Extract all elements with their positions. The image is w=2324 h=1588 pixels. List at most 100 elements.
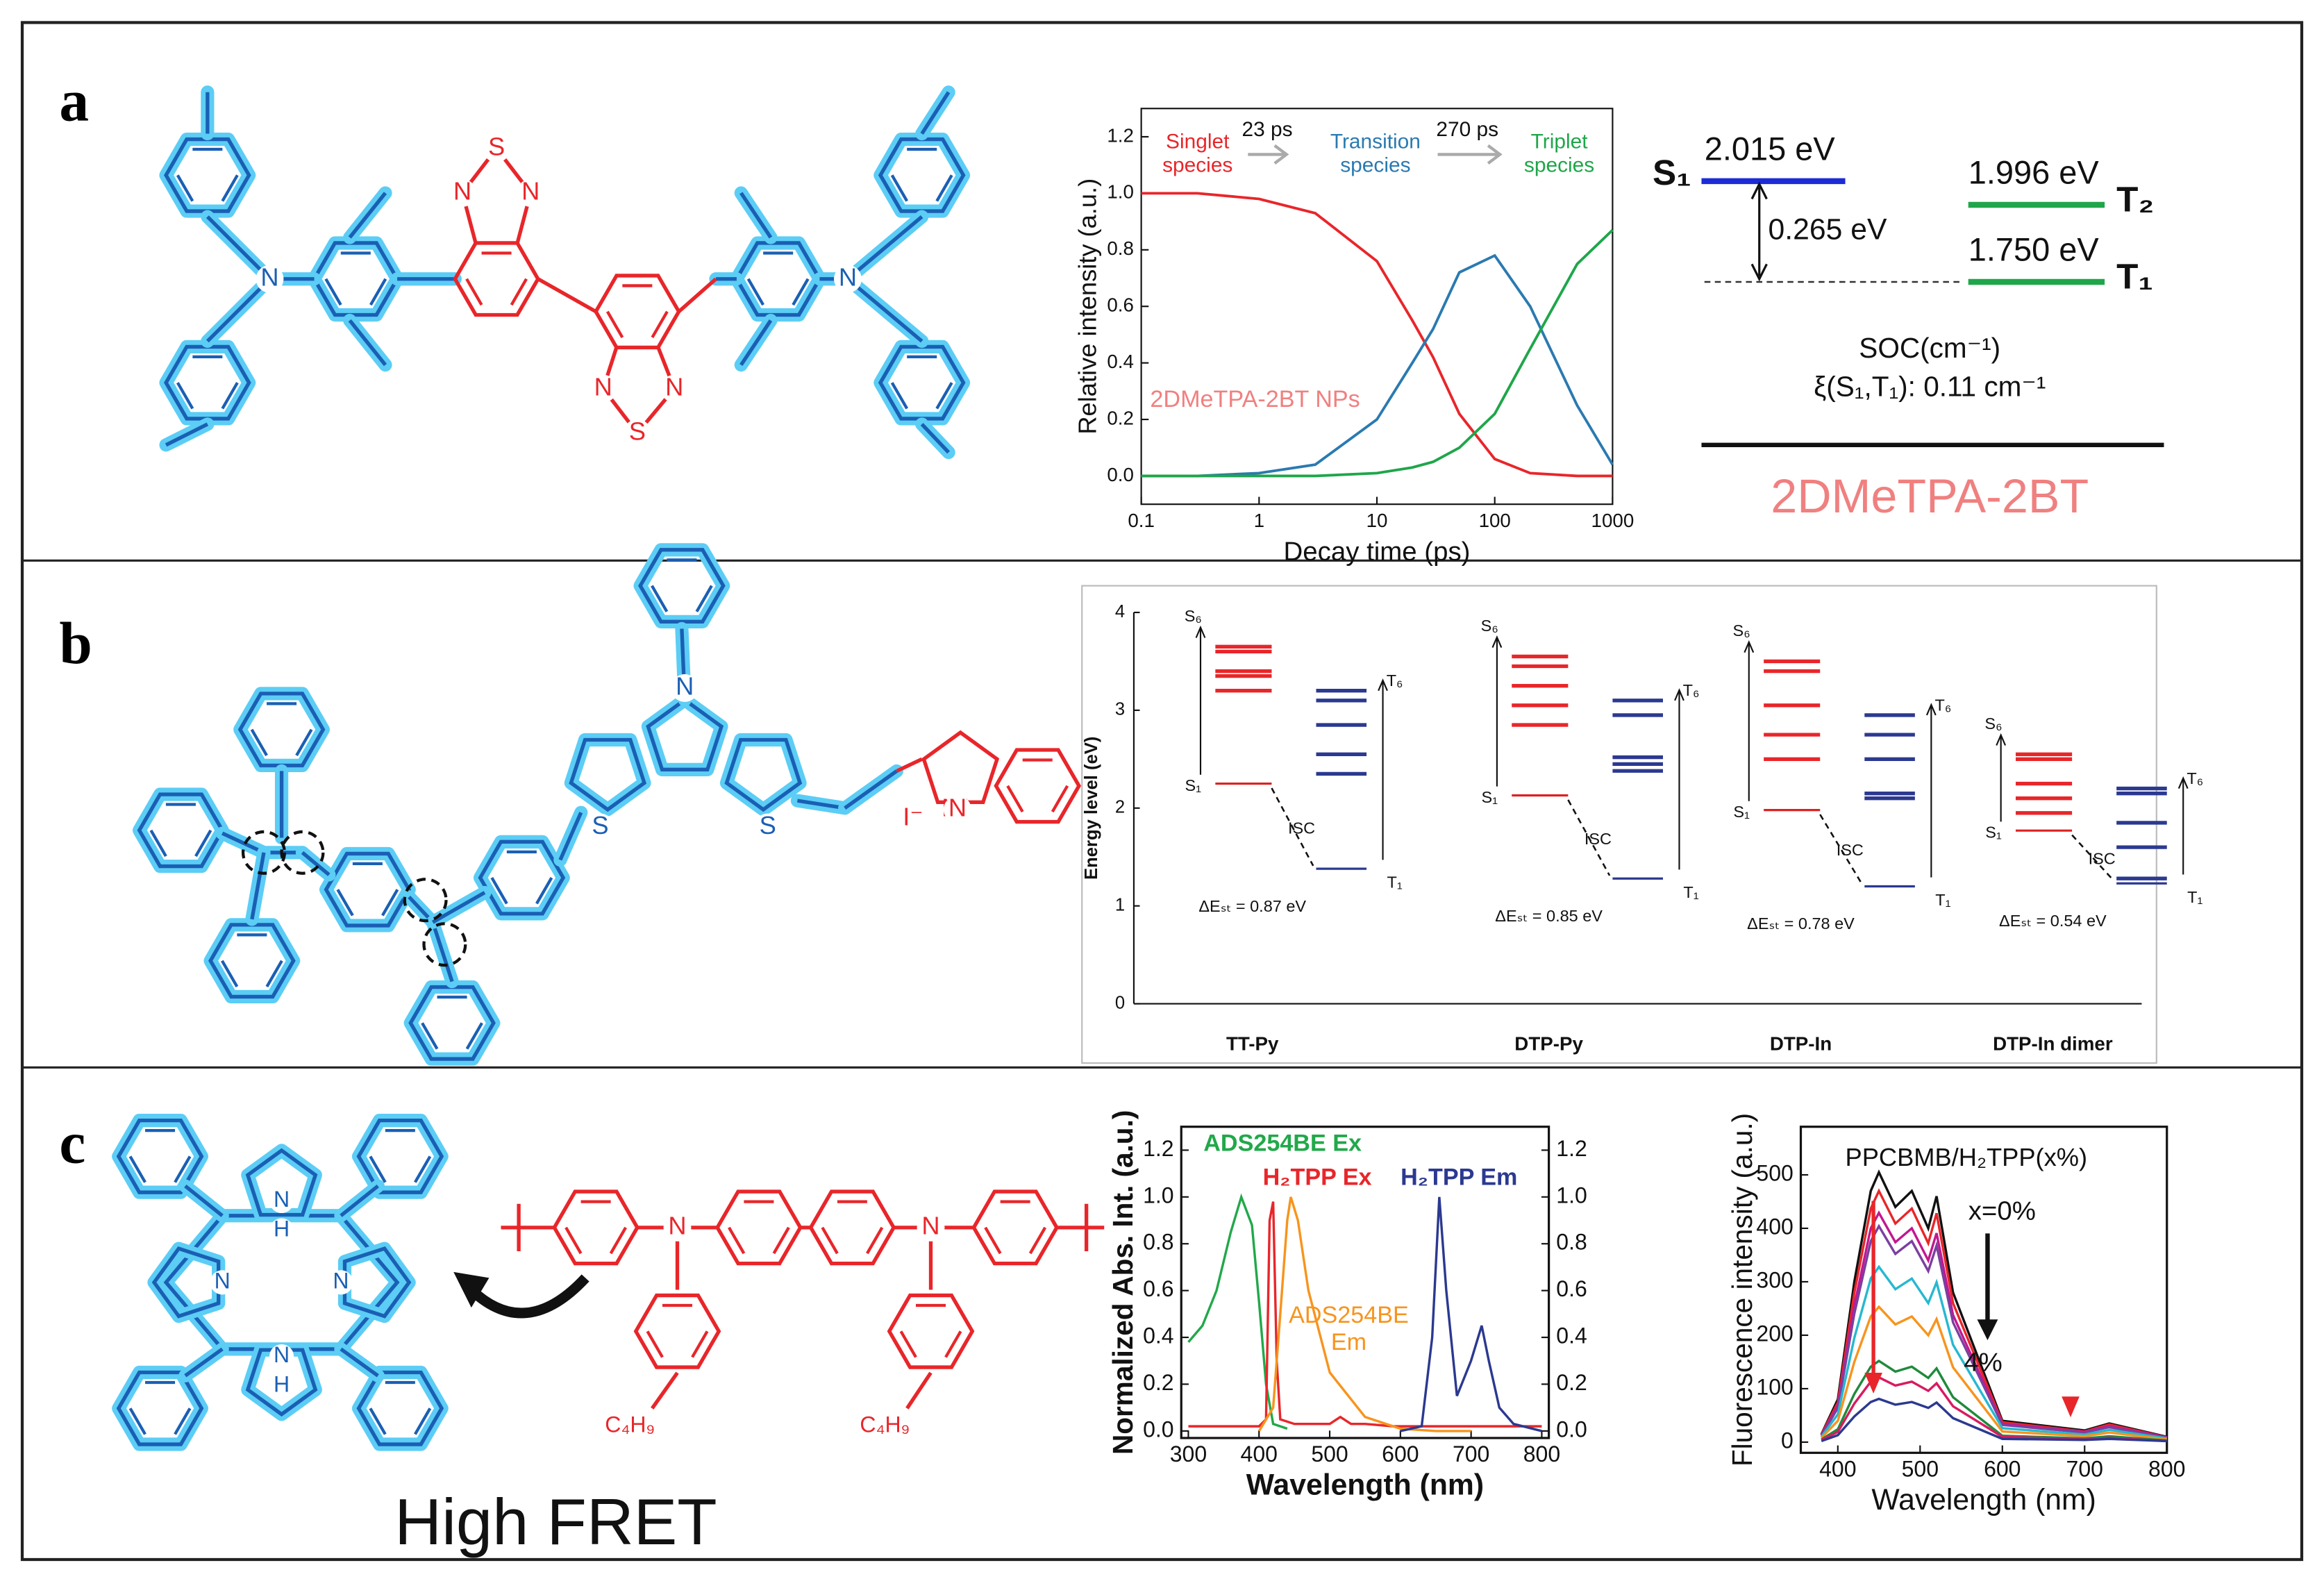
series-label: ADS254BE Ex	[1203, 1130, 1362, 1156]
gap-label: ΔEₛₜ = 0.78 eV	[1747, 914, 1855, 933]
double-bond	[510, 278, 528, 306]
atom-label: N	[594, 372, 612, 401]
state-label: S₆	[1733, 621, 1750, 640]
series-line	[1820, 1305, 2167, 1441]
atom-label: C₄H₉	[860, 1412, 910, 1437]
energy-label: 2.015 eV	[1705, 131, 1836, 167]
ring	[245, 1148, 318, 1217]
x-tick-label: 700	[2066, 1456, 2103, 1481]
state-label: T₁	[1387, 874, 1402, 892]
double-bond	[609, 1226, 627, 1255]
series-label: Transition species	[1330, 130, 1421, 176]
y2-tick-label: 1.2	[1556, 1136, 1587, 1161]
double-bond	[490, 877, 508, 905]
atom-bg	[328, 1270, 353, 1295]
arrow-head	[1925, 703, 1937, 716]
soc-title: SOC(cm⁻¹)	[1859, 332, 2000, 364]
double-bond	[369, 278, 387, 306]
atom-bg	[269, 1188, 294, 1214]
state-label: S₁	[1985, 824, 2002, 842]
atom-label: N	[668, 1211, 686, 1239]
ring	[878, 344, 966, 421]
y2-tick-label: 0.8	[1556, 1230, 1587, 1255]
ring	[208, 923, 296, 999]
double-bond	[935, 174, 953, 202]
bond	[431, 891, 486, 924]
state-label: T₆	[1387, 671, 1403, 689]
annotation: x=0%	[1968, 1196, 2036, 1226]
bond	[250, 852, 266, 920]
double-bond	[1006, 785, 1024, 813]
y-tick-label: 500	[1756, 1160, 1793, 1185]
arrow-head	[1273, 144, 1289, 165]
isc-arrow	[1271, 787, 1314, 867]
plot-frame	[1799, 1126, 2168, 1454]
y-tick-label: 0.0	[1143, 1416, 1173, 1441]
double-bond	[324, 278, 342, 306]
atom-label: S	[488, 132, 505, 160]
atom-label: N	[521, 177, 540, 206]
double-bond	[772, 1226, 790, 1255]
atom-label: N	[333, 1268, 349, 1293]
atom-bg	[898, 804, 927, 833]
caption: High FRET	[394, 1485, 717, 1558]
double-bond	[465, 278, 483, 306]
double-bond	[369, 1155, 387, 1183]
atom-label: H	[274, 1217, 290, 1242]
atom-bg	[660, 374, 689, 403]
ring	[116, 1118, 204, 1194]
double-bond	[866, 1226, 884, 1255]
gap-label: 0.265 eV	[1769, 213, 1887, 246]
atom-label: N	[215, 1268, 231, 1293]
double-bond	[465, 1022, 483, 1050]
y-tick-label: 300	[1756, 1267, 1793, 1292]
arrow-head	[1491, 635, 1503, 649]
ring	[237, 692, 326, 768]
double-bond	[792, 278, 810, 306]
annotation: PPCBMB/H₂TPP(x%)	[1846, 1143, 2088, 1171]
atom-bg	[589, 374, 617, 403]
x-tick-label: 1	[1254, 510, 1264, 531]
ring	[137, 792, 225, 869]
double-bond	[890, 382, 909, 410]
atom-bg	[753, 813, 782, 842]
double-bond	[535, 877, 553, 905]
atom-label: N	[260, 262, 278, 291]
double-bond	[149, 829, 167, 858]
plot-frame	[1180, 1126, 1550, 1439]
bond	[844, 769, 898, 810]
y-axis-label: Normalized Abs. Int. (a.u.)	[1107, 1110, 1139, 1455]
bond	[340, 1185, 379, 1217]
bond	[206, 277, 271, 343]
y-tick-label: 2	[1115, 798, 1125, 817]
arrow-head	[2177, 776, 2189, 789]
bond	[739, 319, 773, 367]
arrow-head	[2062, 1396, 2080, 1418]
ring	[878, 137, 966, 213]
isc-label: ISC	[1837, 841, 1864, 859]
arrow-head	[1487, 144, 1503, 165]
double-bond	[221, 382, 239, 410]
atom-bg	[269, 1344, 294, 1369]
bond	[677, 277, 717, 313]
double-bond	[414, 1407, 432, 1435]
bond	[206, 215, 271, 281]
bond	[184, 1347, 224, 1378]
y-tick-label: 0.8	[1143, 1230, 1173, 1255]
y-tick-label: 3	[1115, 700, 1125, 719]
state-label: T₂	[2116, 179, 2154, 219]
y-axis-label: Energy level (eV)	[1082, 737, 1101, 880]
y2-tick-label: 1.0	[1556, 1182, 1587, 1207]
atom-label: I⁻	[903, 802, 923, 830]
atom-label: H	[274, 1372, 290, 1397]
state-label: T₁	[2187, 888, 2202, 906]
state-label: T₁	[2116, 256, 2152, 296]
curved-arrow	[467, 1274, 590, 1319]
state-label: S₁	[1653, 153, 1691, 192]
double-bond	[128, 1155, 147, 1183]
double-bond	[1028, 1226, 1047, 1255]
double-bond	[174, 1407, 192, 1435]
atom-bg	[483, 134, 511, 162]
arrow-head	[1996, 733, 2007, 746]
bond	[920, 91, 951, 135]
